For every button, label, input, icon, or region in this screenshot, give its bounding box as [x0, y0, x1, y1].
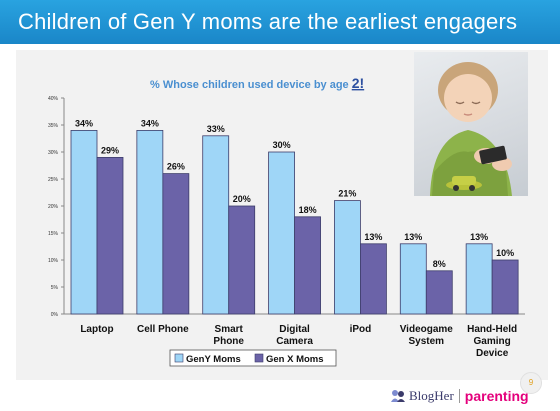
footer-logo: BlogHer parenting: [390, 388, 529, 404]
x-category-label: Smart: [215, 324, 244, 335]
y-tick-label: 0%: [51, 312, 59, 318]
footer-brand-blogher: BlogHer: [409, 388, 454, 403]
x-category-label: Cell Phone: [137, 324, 189, 335]
y-tick-label: 25%: [48, 177, 59, 183]
page-number: 9: [520, 372, 542, 394]
x-category-label: Hand-Held: [467, 324, 517, 335]
bar-geny: [70, 129, 98, 315]
y-tick-label: 10%: [48, 258, 59, 264]
bar-geny: [465, 243, 493, 315]
footer-brand-parenting: parenting: [464, 388, 529, 404]
data-label: 13%: [364, 232, 382, 242]
data-label: 26%: [167, 162, 185, 172]
data-label: 13%: [404, 232, 422, 242]
title-bar: Children of Gen Y moms are the earliest …: [0, 0, 560, 44]
x-category-label: Videogame: [400, 324, 454, 335]
bar-genx: [360, 243, 387, 315]
data-label: 34%: [75, 118, 93, 128]
slide-title: Children of Gen Y moms are the earliest …: [18, 9, 518, 34]
y-tick-label: 35%: [48, 123, 59, 129]
data-label: 21%: [338, 189, 356, 199]
footer-divider: [458, 389, 460, 403]
x-category-label: Laptop: [80, 324, 113, 335]
blogher-logo-icon: [391, 390, 405, 402]
data-label: 30%: [273, 140, 291, 150]
data-label: 8%: [433, 259, 446, 269]
data-label: 33%: [207, 124, 225, 134]
data-label: 18%: [299, 205, 317, 215]
legend: [169, 349, 337, 367]
legend-swatch: [254, 353, 264, 363]
legend-swatch: [174, 353, 184, 363]
y-tick-label: 20%: [48, 204, 59, 210]
child-with-phone-photo: [414, 52, 528, 196]
y-tick-label: 15%: [48, 231, 59, 237]
bar-geny: [202, 135, 230, 315]
legend-label: GenY Moms: [186, 354, 241, 365]
data-label: 34%: [141, 118, 159, 128]
bar-genx: [491, 259, 519, 315]
data-label: 10%: [496, 248, 514, 258]
x-category-label: Phone: [213, 336, 244, 347]
y-tick-label: 40%: [48, 96, 59, 102]
bar-geny: [399, 243, 427, 315]
x-category-label: Gaming: [474, 336, 511, 347]
bar-geny: [268, 151, 295, 315]
bar-genx: [425, 270, 453, 315]
x-category-label: System: [408, 336, 444, 347]
y-tick-label: 30%: [48, 150, 59, 156]
bar-genx: [294, 216, 321, 315]
y-tick-label: 5%: [51, 285, 59, 291]
chart-title: % Whose children used device by age 2!: [150, 75, 364, 91]
x-category-label: Digital: [279, 324, 310, 335]
data-label: 13%: [470, 232, 488, 242]
data-label: 29%: [101, 145, 119, 155]
data-label: 20%: [233, 194, 251, 204]
legend-label: Gen X Moms: [266, 354, 324, 365]
x-category-label: Camera: [276, 336, 313, 347]
chart-title-highlight: 2!: [352, 75, 364, 91]
x-category-label: Device: [476, 348, 509, 359]
x-category-label: iPod: [350, 324, 372, 335]
bar-geny: [136, 129, 164, 315]
bar-genx: [228, 205, 256, 315]
bar-genx: [96, 156, 124, 315]
bar-genx: [162, 173, 190, 315]
bar-geny: [334, 200, 361, 315]
